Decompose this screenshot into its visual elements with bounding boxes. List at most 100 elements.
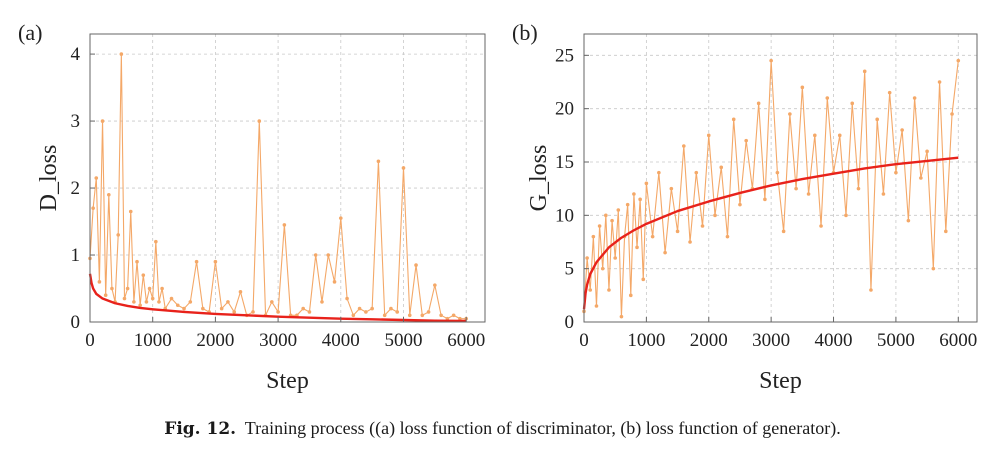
- y-tick-label: 0: [565, 312, 575, 333]
- raw-loss-point: [213, 259, 218, 264]
- caption-label: Fig. 12.: [164, 419, 237, 439]
- raw-loss-point: [169, 296, 174, 301]
- raw-loss-point: [937, 80, 942, 84]
- x-tick-label: 5000: [877, 330, 915, 351]
- raw-loss-point: [433, 283, 437, 287]
- panel-b-label: (b): [512, 20, 538, 45]
- raw-loss-point: [445, 316, 450, 321]
- raw-loss-point: [875, 117, 879, 122]
- raw-loss-point: [364, 310, 368, 314]
- y-tick-label: 25: [555, 45, 574, 66]
- raw-loss-point: [376, 159, 381, 164]
- raw-loss-point: [594, 304, 599, 308]
- y-tick-label: 15: [555, 152, 574, 173]
- raw-loss-point: [100, 119, 105, 123]
- raw-loss-point: [313, 253, 318, 257]
- raw-loss-point: [451, 313, 456, 318]
- x-tick-label: 1000: [134, 330, 172, 351]
- raw-loss-point: [925, 149, 929, 154]
- raw-loss-point: [150, 296, 155, 301]
- raw-loss-point: [585, 256, 589, 260]
- raw-loss-point: [781, 229, 786, 234]
- raw-loss-point: [157, 300, 161, 304]
- raw-loss-point: [188, 300, 193, 304]
- raw-loss-point: [320, 300, 324, 304]
- y-tick-label: 3: [71, 111, 81, 132]
- raw-loss-point: [345, 296, 349, 301]
- raw-loss-point: [813, 133, 817, 138]
- x-tick-label: 2000: [690, 330, 728, 351]
- y-tick-label: 2: [71, 178, 81, 199]
- raw-loss-point: [850, 101, 855, 106]
- x-axis-label: Step: [266, 368, 309, 394]
- raw-loss-point: [763, 197, 767, 202]
- raw-loss-point: [370, 306, 374, 311]
- raw-loss-point: [862, 69, 867, 74]
- raw-loss-point: [856, 186, 861, 191]
- raw-loss-point: [201, 306, 205, 311]
- raw-loss-point: [232, 310, 237, 314]
- raw-loss-point: [382, 313, 387, 318]
- raw-loss-point: [97, 280, 102, 284]
- raw-loss-point: [194, 259, 199, 264]
- raw-loss-point: [219, 306, 224, 311]
- raw-loss-point: [819, 224, 823, 228]
- raw-loss-point: [775, 170, 780, 175]
- raw-loss-point: [800, 85, 805, 90]
- raw-loss-point: [744, 138, 748, 143]
- raw-loss-point: [644, 181, 649, 186]
- raw-loss-point: [122, 296, 127, 301]
- y-tick-label: 10: [555, 205, 574, 226]
- figure: 0 1000 2000 3000 4000 5000 600001234StepD_loss…: [36, 33, 978, 394]
- raw-loss-point: [439, 313, 443, 318]
- raw-loss-point: [769, 58, 773, 63]
- raw-loss-point: [657, 170, 661, 175]
- panel-a-discriminator-loss: 0 1000 2000 3000 4000 5000 6000 0 1 2 3 4 Step D_loss: [36, 33, 486, 394]
- raw-loss-point: [956, 58, 961, 63]
- panel-a-label: (a): [18, 20, 43, 45]
- raw-loss-point: [282, 223, 287, 227]
- x-tick-label: 3000: [752, 330, 790, 351]
- raw-loss-point: [414, 263, 418, 267]
- raw-loss-point: [806, 192, 811, 196]
- raw-loss-point: [881, 192, 886, 196]
- plot-frame: [583, 33, 978, 323]
- raw-loss-point: [238, 290, 243, 294]
- plot-frame: [89, 33, 486, 323]
- raw-loss-point: [669, 186, 674, 191]
- raw-loss-point: [182, 306, 186, 311]
- raw-loss-point: [919, 176, 923, 180]
- x-tick-label: 0: [85, 330, 95, 351]
- raw-loss-point: [650, 234, 655, 239]
- raw-loss-point: [912, 96, 917, 100]
- raw-loss-point: [694, 170, 699, 175]
- raw-loss-point: [944, 229, 948, 234]
- raw-loss-point: [632, 192, 636, 196]
- raw-loss-point: [307, 310, 312, 314]
- raw-loss-point: [175, 303, 180, 308]
- raw-loss-point: [625, 202, 630, 207]
- x-tick-label: 0: [579, 330, 589, 351]
- raw-loss-point: [619, 314, 624, 319]
- raw-loss-point: [147, 286, 152, 291]
- x-tick-label: 6000: [447, 330, 485, 351]
- raw-loss-point: [128, 209, 133, 214]
- raw-loss-point: [160, 286, 164, 291]
- raw-loss-point: [931, 266, 936, 271]
- caption-text: Training process ((a) loss function of d…: [244, 418, 841, 438]
- raw-loss-point: [675, 229, 680, 234]
- raw-loss-point: [607, 288, 611, 292]
- raw-loss-point: [725, 234, 730, 239]
- trend-line: [582, 156, 959, 310]
- raw-loss-point: [588, 288, 593, 292]
- raw-loss-point: [107, 192, 111, 197]
- raw-loss-point: [628, 293, 633, 298]
- y-tick-label: 1: [71, 245, 81, 266]
- raw-loss-point: [663, 250, 667, 255]
- raw-loss-point: [887, 90, 892, 95]
- raw-loss-point: [738, 202, 742, 207]
- raw-loss-point: [869, 288, 873, 292]
- raw-loss-point: [332, 280, 337, 284]
- x-tick-label: 2000: [196, 330, 234, 351]
- raw-loss-point: [731, 117, 736, 122]
